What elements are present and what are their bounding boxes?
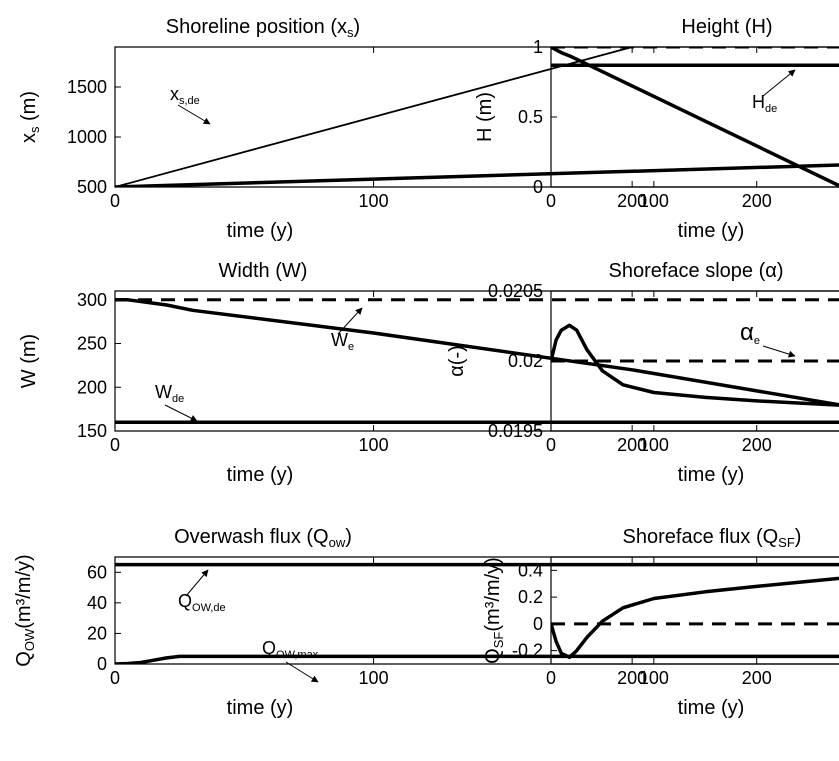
panel-slope: Shoreface slope (α)0 100 2000.01950.020.02… bbox=[446, 260, 839, 486]
series-line bbox=[115, 654, 839, 664]
x-tick-label: 0 bbox=[546, 435, 556, 455]
y-tick-label: 300 bbox=[77, 290, 107, 310]
x-tick-label: 200 bbox=[742, 191, 772, 211]
x-tick-label: 0 bbox=[546, 668, 556, 688]
x-tick-label: 200 bbox=[617, 435, 647, 455]
annotation-arrow bbox=[177, 104, 211, 125]
x-tick-label: 200 bbox=[617, 191, 647, 211]
series-line bbox=[551, 576, 839, 660]
y-tick-label: 0.0205 bbox=[488, 281, 543, 301]
x-axis-label: time (y) bbox=[227, 220, 294, 242]
chart-title: Overwash flux (Qow) bbox=[174, 526, 352, 550]
x-tick-label: 0 bbox=[546, 191, 556, 211]
chart-title: Shoreline position (xs) bbox=[166, 16, 360, 40]
y-axis-label: W (m) bbox=[18, 334, 40, 388]
annotation-label: Hde bbox=[752, 92, 777, 115]
annotation-label: QOW,de bbox=[178, 591, 226, 614]
series-line bbox=[115, 163, 839, 187]
series-line bbox=[551, 47, 839, 187]
x-tick-label: 200 bbox=[617, 668, 647, 688]
y-tick-label: 0.02 bbox=[508, 351, 543, 371]
series-line bbox=[115, 298, 839, 407]
annotation-arrow bbox=[762, 345, 796, 358]
y-tick-label: 20 bbox=[87, 623, 107, 643]
y-tick-label: 0.0195 bbox=[488, 421, 543, 441]
y-tick-label: 150 bbox=[77, 421, 107, 441]
x-tick-label: 100 bbox=[359, 191, 389, 211]
axes-frame bbox=[550, 556, 839, 665]
y-tick-label: -0.2 bbox=[512, 641, 543, 661]
chart-title: Shoreface slope (α) bbox=[609, 260, 784, 282]
x-axis-label: time (y) bbox=[227, 464, 294, 486]
annotation-label: QOW,max bbox=[262, 638, 319, 661]
x-tick-label: 100 bbox=[359, 435, 389, 455]
axes-frame bbox=[114, 46, 839, 188]
annotation-arrow bbox=[762, 69, 796, 97]
annotation-arrow bbox=[285, 661, 319, 683]
y-tick-label: 0 bbox=[533, 614, 543, 634]
y-tick-label: 60 bbox=[87, 562, 107, 582]
chart-title: Width (W) bbox=[219, 260, 308, 282]
annotation-label: xs,de bbox=[170, 84, 200, 107]
x-tick-label: 100 bbox=[639, 668, 669, 688]
x-tick-label: 200 bbox=[742, 435, 772, 455]
y-tick-label: 1500 bbox=[67, 77, 107, 97]
y-axis-label: α(-) bbox=[446, 345, 468, 377]
annotation-arrow bbox=[185, 569, 209, 597]
y-axis-label: xs (m) bbox=[18, 91, 42, 143]
y-tick-label: 1 bbox=[533, 37, 543, 57]
y-tick-label: 0 bbox=[97, 654, 107, 674]
y-tick-label: 500 bbox=[77, 177, 107, 197]
annotation-arrow bbox=[337, 307, 363, 335]
panel-shoreline: Shoreline position (xs)0 100 2005001000150… bbox=[18, 16, 839, 242]
series-line bbox=[115, 47, 633, 187]
annotation-label: Wde bbox=[155, 382, 184, 405]
x-axis-label: time (y) bbox=[678, 464, 745, 486]
y-tick-label: 0.2 bbox=[518, 587, 543, 607]
x-axis-label: time (y) bbox=[678, 697, 745, 719]
x-tick-label: 100 bbox=[639, 435, 669, 455]
x-tick-label: 200 bbox=[742, 668, 772, 688]
annotation-label: αe bbox=[740, 319, 760, 347]
x-tick-label: 100 bbox=[359, 668, 389, 688]
axes-frame bbox=[114, 290, 839, 432]
y-tick-label: 1000 bbox=[67, 127, 107, 147]
x-tick-label: 0 bbox=[110, 191, 120, 211]
annotation-label: We bbox=[331, 330, 354, 353]
x-axis-label: time (y) bbox=[678, 220, 745, 242]
panel-shoreface_flux: Shoreface flux (QSF)0 100 200-0.200.20.4ti… bbox=[482, 526, 839, 719]
axes-frame bbox=[114, 556, 839, 665]
annotation-arrow bbox=[164, 404, 198, 422]
x-axis-label: time (y) bbox=[227, 697, 294, 719]
y-axis-label: QOW(m³/m/y) bbox=[13, 554, 37, 666]
y-tick-label: 0.5 bbox=[518, 107, 543, 127]
y-tick-label: 250 bbox=[77, 334, 107, 354]
chart-title: Shoreface flux (QSF) bbox=[623, 526, 802, 550]
y-axis-label: H (m) bbox=[474, 92, 496, 142]
y-tick-label: 0.4 bbox=[518, 560, 543, 580]
y-tick-label: 0 bbox=[533, 177, 543, 197]
x-tick-label: 0 bbox=[110, 435, 120, 455]
x-tick-label: 100 bbox=[639, 191, 669, 211]
x-tick-label: 0 bbox=[110, 668, 120, 688]
y-tick-label: 40 bbox=[87, 593, 107, 613]
y-tick-label: 200 bbox=[77, 377, 107, 397]
series-line bbox=[551, 323, 839, 407]
chart-title: Height (H) bbox=[681, 16, 772, 38]
y-axis-label: QSF(m³/m/y) bbox=[482, 557, 506, 664]
